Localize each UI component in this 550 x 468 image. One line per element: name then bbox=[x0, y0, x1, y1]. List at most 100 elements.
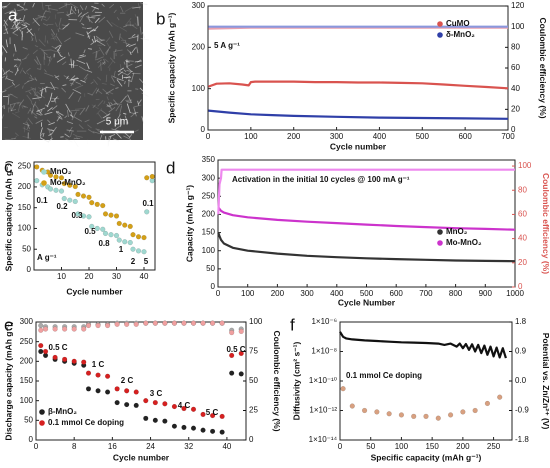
fiber bbox=[23, 105, 28, 109]
point bbox=[219, 320, 225, 326]
fiber bbox=[30, 77, 34, 82]
point bbox=[38, 327, 44, 333]
fiber bbox=[124, 6, 134, 12]
fiber bbox=[16, 3, 25, 9]
fiber bbox=[59, 55, 63, 58]
fiber bbox=[39, 47, 44, 51]
fiber bbox=[32, 49, 38, 55]
point bbox=[133, 321, 139, 327]
y-tick-label: 200 bbox=[20, 356, 34, 365]
fiber bbox=[69, 114, 74, 118]
y2-tick-label: 60 bbox=[518, 210, 527, 219]
fiber bbox=[108, 101, 112, 110]
y-tick-label: 50 bbox=[24, 415, 33, 424]
fiber bbox=[37, 27, 40, 31]
fiber bbox=[69, 5, 73, 14]
fiber bbox=[40, 137, 49, 143]
point bbox=[38, 348, 44, 355]
y-tick-label: 1×10⁻⁶ bbox=[311, 317, 337, 326]
fiber bbox=[32, 18, 40, 27]
fiber bbox=[4, 24, 9, 34]
fiber bbox=[64, 133, 70, 138]
fiber bbox=[126, 70, 133, 73]
fiber bbox=[13, 11, 19, 15]
point bbox=[61, 181, 67, 187]
point bbox=[143, 320, 149, 326]
legend-label: 0.1 mmol Ce doping bbox=[48, 418, 124, 427]
fiber bbox=[125, 60, 130, 63]
y-tick-label: 100 bbox=[20, 396, 34, 405]
fiber bbox=[119, 105, 123, 115]
point bbox=[141, 249, 147, 255]
fiber bbox=[33, 101, 37, 108]
fiber bbox=[47, 16, 51, 21]
point bbox=[229, 370, 235, 376]
fiber bbox=[48, 56, 51, 62]
annotation: A g⁻¹ bbox=[37, 253, 57, 262]
fiber bbox=[77, 95, 82, 102]
fiber bbox=[65, 138, 73, 143]
fiber bbox=[57, 116, 63, 120]
point bbox=[386, 411, 392, 417]
point bbox=[34, 178, 40, 184]
point bbox=[497, 394, 503, 400]
fiber bbox=[13, 135, 18, 140]
fiber bbox=[86, 16, 96, 19]
fiber bbox=[64, 115, 68, 119]
fiber bbox=[87, 18, 93, 24]
fiber bbox=[131, 24, 138, 30]
fiber bbox=[68, 126, 73, 133]
point bbox=[152, 320, 158, 326]
fiber bbox=[126, 66, 133, 73]
fiber bbox=[73, 116, 83, 122]
x-tick-label: 0 bbox=[206, 132, 211, 141]
fiber bbox=[71, 111, 77, 121]
series-line bbox=[217, 232, 516, 263]
fiber bbox=[54, 74, 60, 81]
point bbox=[114, 386, 120, 392]
fiber bbox=[31, 35, 34, 41]
x-axis-label: Cycle number bbox=[330, 141, 387, 151]
fiber bbox=[124, 60, 134, 62]
fiber bbox=[0, 90, 7, 94]
fiber bbox=[13, 25, 20, 31]
fiber bbox=[128, 35, 139, 40]
fiber bbox=[26, 28, 34, 36]
fiber bbox=[34, 77, 38, 82]
fiber bbox=[116, 78, 124, 81]
point bbox=[238, 371, 244, 377]
fiber bbox=[102, 61, 105, 65]
fiber bbox=[96, 89, 103, 95]
legend-label: MnO₂ bbox=[50, 167, 72, 176]
fiber bbox=[22, 70, 27, 74]
fiber bbox=[8, 106, 11, 110]
y2-tick-label: 120 bbox=[511, 1, 525, 10]
fiber bbox=[90, 81, 94, 85]
fiber bbox=[139, 2, 148, 6]
fiber bbox=[85, 105, 90, 112]
fiber bbox=[36, 91, 45, 99]
legend-label: β-MnO₂ bbox=[48, 407, 77, 416]
y-tick-label: 200 bbox=[18, 182, 32, 191]
fiber bbox=[75, 81, 82, 85]
fiber bbox=[42, 132, 45, 137]
fiber bbox=[40, 109, 43, 114]
fiber bbox=[86, 27, 92, 29]
x-tick-label: 40 bbox=[222, 442, 231, 451]
fiber bbox=[110, 102, 113, 105]
fiber bbox=[104, 46, 111, 54]
fiber bbox=[67, 52, 70, 57]
y-tick-label: 250 bbox=[202, 191, 216, 200]
x-axis-label: Cycle number bbox=[113, 452, 170, 462]
point bbox=[200, 320, 206, 326]
point bbox=[152, 417, 158, 423]
point bbox=[130, 232, 136, 238]
fiber bbox=[97, 76, 102, 81]
fiber bbox=[80, 11, 89, 18]
y2-tick-label: -1.8 bbox=[515, 435, 529, 444]
y2-axis-label: Coulombic efficiency (%) bbox=[538, 17, 548, 118]
fiber bbox=[96, 56, 104, 61]
fiber bbox=[56, 36, 63, 45]
fiber bbox=[101, 61, 106, 65]
x-tick-label: 150 bbox=[425, 442, 439, 451]
